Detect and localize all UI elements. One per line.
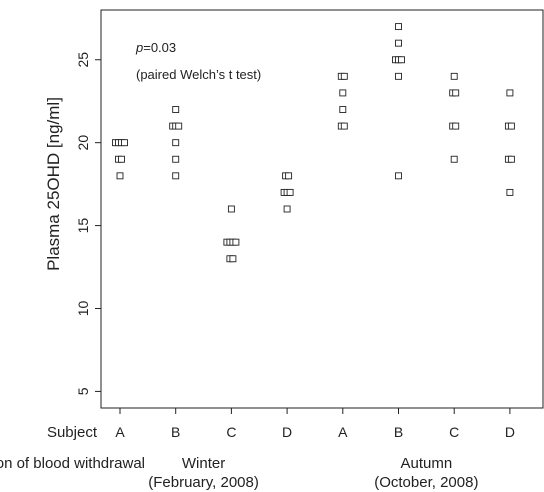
data-point xyxy=(452,122,460,130)
data-point xyxy=(116,172,124,180)
y-axis-title: Plasma 25OHD [ng/ml] xyxy=(44,97,63,271)
data-point xyxy=(172,139,180,147)
data-point xyxy=(232,238,240,246)
data-point xyxy=(229,255,237,263)
data-point xyxy=(450,155,458,163)
data-point xyxy=(121,139,128,147)
data-point xyxy=(283,205,291,213)
season-period: (February, 2008) xyxy=(148,474,259,491)
data-point xyxy=(507,122,515,130)
subject-row-label: Subject xyxy=(47,424,98,441)
data-point xyxy=(506,89,514,97)
y-axis: 5 10 15 20 25 xyxy=(75,52,101,395)
data-point xyxy=(395,23,402,31)
data-point xyxy=(395,39,402,47)
season-labels: Winter (February, 2008) Autumn (October, 20… xyxy=(148,455,478,491)
x-tick-label: D xyxy=(505,424,515,440)
x-tick-label: B xyxy=(171,424,180,440)
data-point xyxy=(172,106,180,113)
y-tick-label: 5 xyxy=(75,387,91,395)
data-point xyxy=(507,155,515,163)
data-point xyxy=(339,89,347,97)
x-tick-label: A xyxy=(338,424,348,440)
y-tick-label: 25 xyxy=(75,52,91,68)
data-point xyxy=(450,72,458,80)
test-annotation: (paired Welch’s t test) xyxy=(136,67,261,82)
data-point xyxy=(118,155,125,163)
data-point xyxy=(175,122,183,130)
data-point xyxy=(172,172,180,180)
data-points xyxy=(112,23,515,263)
season-row-label: Season of blood withdrawal xyxy=(0,455,145,472)
data-point xyxy=(285,172,293,180)
season-name: Winter xyxy=(182,455,225,472)
data-point xyxy=(398,56,405,64)
p-value: =0.03 xyxy=(143,40,176,55)
data-point xyxy=(506,188,514,196)
y-tick-label: 10 xyxy=(75,301,91,317)
season-name: Autumn xyxy=(400,455,452,472)
x-tick-label: C xyxy=(226,424,236,440)
x-tick-label: D xyxy=(282,424,292,440)
data-point xyxy=(172,155,180,163)
data-point xyxy=(227,205,235,213)
y-tick-label: 20 xyxy=(75,135,91,151)
data-point xyxy=(340,122,348,130)
season-period: (October, 2008) xyxy=(374,474,478,491)
x-tick-label: A xyxy=(115,424,125,440)
data-point xyxy=(286,188,294,196)
data-point xyxy=(340,72,348,80)
y-tick-label: 15 xyxy=(75,218,91,234)
data-point xyxy=(452,89,460,97)
data-point xyxy=(395,172,402,180)
plot-frame xyxy=(100,9,544,409)
p-symbol: p xyxy=(135,40,143,55)
p-value-annotation: p=0.03 xyxy=(135,40,176,55)
data-point xyxy=(395,72,402,80)
x-tick-label: B xyxy=(394,424,403,440)
x-tick-label: C xyxy=(449,424,459,440)
data-point xyxy=(339,106,347,113)
